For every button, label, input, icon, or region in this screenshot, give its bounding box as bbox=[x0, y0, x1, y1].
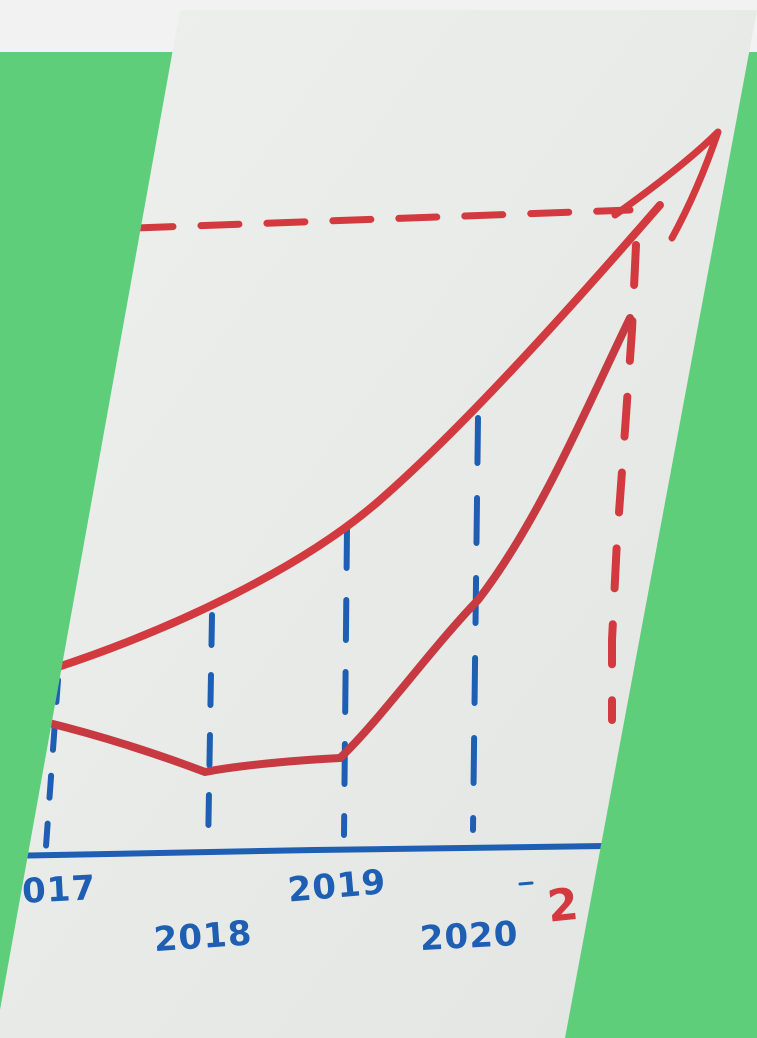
gridline-2020 bbox=[470, 415, 481, 833]
label-2020: 2020 bbox=[419, 914, 520, 959]
arrow-head bbox=[611, 128, 722, 242]
gridline-2017 bbox=[42, 677, 61, 863]
whiteboard-sheet bbox=[0, 10, 757, 1038]
upper-growth-curve bbox=[51, 201, 664, 672]
lower-growth-curve bbox=[41, 314, 634, 777]
target-dashed-vertical bbox=[608, 241, 640, 724]
gridline-2018 bbox=[205, 612, 215, 853]
gridline-2019 bbox=[341, 525, 350, 838]
x-axis-line bbox=[0, 843, 608, 859]
label-2018: 2018 bbox=[153, 913, 254, 960]
tick-mark bbox=[518, 881, 534, 886]
target-dashed-horizontal bbox=[131, 206, 634, 232]
label-partial-2021: 2 bbox=[545, 879, 581, 933]
label-2019: 2019 bbox=[286, 862, 388, 910]
